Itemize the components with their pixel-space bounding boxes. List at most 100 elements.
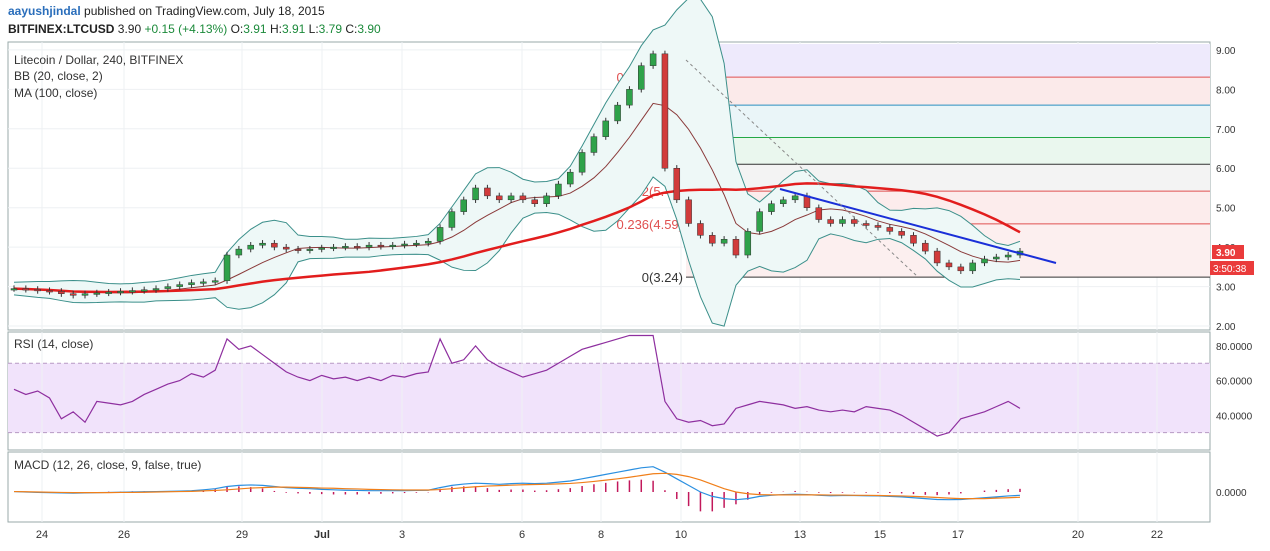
price-tick-label: 2.00 [1216,322,1236,333]
candle-body [709,235,716,244]
candle-body [898,231,905,236]
low-value: 3.79 [318,22,343,36]
candle-body [957,266,965,272]
candle-body [436,227,444,242]
candle-body [152,288,160,291]
rsi-tick-label: 60.0000 [1216,377,1253,388]
candle-body [306,248,314,251]
high-value: 3.91 [281,22,306,36]
published-text: published on TradingView.com, July 18, 2… [84,4,325,18]
rsi-legend: RSI (14, close) [14,337,93,351]
candle-body [649,53,657,66]
fib-zone [686,105,1210,138]
time-tick-label: 13 [794,529,806,541]
candle-body [117,291,124,294]
candle-body [247,244,254,250]
price-tick-label: 9.00 [1216,46,1236,57]
candle-body [318,247,325,250]
time-tick-label: Jul [314,529,330,541]
macd-axis[interactable]: 0.0000 [1216,488,1247,499]
time-tick-label: 29 [236,529,248,541]
low-label: L: [308,22,319,36]
chart-header: aayushjindal published on TradingView.co… [0,0,1270,42]
candle-body [827,219,834,224]
candle-body [839,219,846,224]
candle-body [720,239,728,244]
ma-100-line [13,182,1021,294]
open-label: O: [230,22,244,36]
candle-body [223,254,231,281]
candle-body [519,195,527,201]
symbol-quote: BITFINEX:LTCUSD 3.90 +0.15 (+4.13%) O:3.… [8,22,381,36]
candle-body [780,199,787,205]
candle-body [543,195,550,205]
candle-body [413,242,420,245]
price-tick-label: 6.00 [1216,164,1236,175]
last-price-badge [1212,245,1244,259]
candle-body [484,187,491,197]
candle-body [578,152,586,173]
candle-body [105,291,112,294]
candle-body [129,290,136,293]
time-tick-label: 24 [36,529,48,541]
candle-body [744,231,752,256]
countdown-text: 3:50:38 [1213,264,1247,275]
candle-body [389,244,396,247]
candle-body [945,262,953,268]
candle-body [10,288,18,291]
macd-signal-line [13,472,1021,500]
candle-body [590,136,598,153]
time-tick-label: 6 [519,529,525,541]
time-tick-label: 17 [952,529,964,541]
candle-body [282,246,290,250]
candle-body [365,244,373,248]
rsi-tick-label: 80.0000 [1216,342,1253,353]
bb-legend: BB (20, close, 2) [14,69,103,83]
author-link[interactable]: aayushjindal [8,4,81,18]
trendline[interactable] [779,188,1057,264]
candle-body [93,292,101,295]
publish-info: aayushjindal published on TradingView.co… [8,4,325,18]
fib-zone [686,77,1210,106]
time-tick-label: 15 [874,529,886,541]
candle-body [555,183,562,197]
macd-tick-label: 0.0000 [1216,488,1247,499]
rsi-line [13,334,1021,437]
candle-body [188,282,195,285]
time-axis[interactable]: 24 26 29 Jul 3 6 8 10 13 15 17 20 22 [36,529,1163,541]
candle-body [614,104,621,122]
countdown-badge [1210,261,1254,275]
ma-legend: MA (100, close) [14,86,97,100]
candle-body [815,207,823,220]
candle-body [46,290,53,293]
bb-basis [13,102,1021,294]
candle-body [933,250,941,264]
candle-body [531,199,539,205]
rsi-axis[interactable]: 80.0000 60.0000 40.0000 [1216,342,1253,422]
symbol-name: BITFINEX:LTCUSD [8,22,115,36]
candle-body [353,246,361,249]
price-tick-label: 8.00 [1216,85,1236,96]
candle-body [661,53,669,169]
candle-body [200,281,207,284]
candle-body [472,187,479,201]
candle-body [211,280,219,283]
candle-body [1004,254,1012,258]
candle-body [507,195,515,201]
price-axis[interactable]: 9.008.007.006.005.004.003.002.00 [1216,46,1236,333]
fib-zone-top [686,44,1210,78]
candle-body [685,199,692,224]
fib-diagonal [685,59,919,278]
candle-body [259,242,266,246]
candle-body [22,288,30,291]
candle-body [697,223,704,236]
candle-body [886,227,894,232]
candle-body [732,239,740,256]
candle-body [874,225,882,228]
price-tick-label: 5.00 [1216,204,1236,215]
macd-legend: MACD (12, 26, close, 9, false, true) [14,458,201,472]
candle-body [638,65,645,90]
price-tick-label: 3.00 [1216,283,1236,294]
time-tick-label: 3 [399,529,405,541]
